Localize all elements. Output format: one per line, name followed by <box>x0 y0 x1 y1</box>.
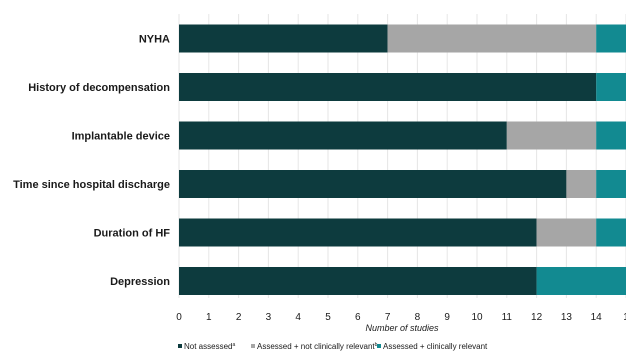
x-tick-label: 6 <box>355 312 361 323</box>
bar-segment <box>179 73 597 101</box>
legend-swatch <box>251 344 255 348</box>
bar-segment <box>506 121 597 150</box>
x-tick-label: 3 <box>266 312 272 323</box>
category-label: NYHA <box>139 34 170 46</box>
x-tick-label: 12 <box>531 312 543 323</box>
x-tick-label: 2 <box>236 312 242 323</box>
gridlines <box>178 14 626 298</box>
bar-segment <box>566 170 597 198</box>
bar-segment <box>596 24 626 53</box>
x-axis-title: Number of studies <box>365 323 439 333</box>
x-tick-label: 10 <box>471 312 483 323</box>
x-tick-label: 13 <box>561 312 573 323</box>
x-tick-label: 9 <box>444 312 450 323</box>
category-label: History of decompensation <box>28 82 170 94</box>
legend-swatch <box>178 344 182 348</box>
x-tick-label: 14 <box>591 312 603 323</box>
category-label: Duration of HF <box>94 228 171 240</box>
x-tick-label: 5 <box>325 312 331 323</box>
legend-label: Assessed + clinically relevant <box>383 342 488 351</box>
bar-segment <box>536 267 626 295</box>
legend: Not assesseda Assessed + not clinically r… <box>178 342 488 351</box>
bar-segment <box>179 121 507 150</box>
legend-label: Not assesseda <box>184 342 235 351</box>
category-label: Depression <box>110 276 170 288</box>
bar-segment <box>179 267 537 295</box>
bar-segment <box>179 24 388 53</box>
bar-segment <box>179 170 567 198</box>
x-tick-label: 4 <box>295 312 301 323</box>
category-label: Implantable device <box>72 131 170 143</box>
bar-segment <box>596 218 626 247</box>
bar-segment <box>596 73 626 101</box>
bar-segment <box>179 218 537 247</box>
x-tick-label: 0 <box>176 312 182 323</box>
x-tick-label: 1 <box>206 312 212 323</box>
x-tick-label: 1 <box>623 312 626 323</box>
legend-label: Assessed + not clinically relevantb <box>257 342 378 351</box>
bar-segment <box>536 218 597 247</box>
x-tick-labels: 012345678910111213141 <box>176 312 626 323</box>
bar-segment <box>387 24 597 53</box>
x-tick-label: 8 <box>415 312 421 323</box>
x-tick-label: 11 <box>502 312 513 323</box>
bar-segment <box>596 170 626 198</box>
bars-group <box>179 24 626 295</box>
bar-segment <box>596 121 626 150</box>
x-tick-label: 7 <box>385 312 391 323</box>
category-label: Time since hospital discharge <box>13 179 170 191</box>
category-labels: NYHA History of decompensation Implantable… <box>13 34 170 289</box>
legend-swatch <box>377 344 381 348</box>
